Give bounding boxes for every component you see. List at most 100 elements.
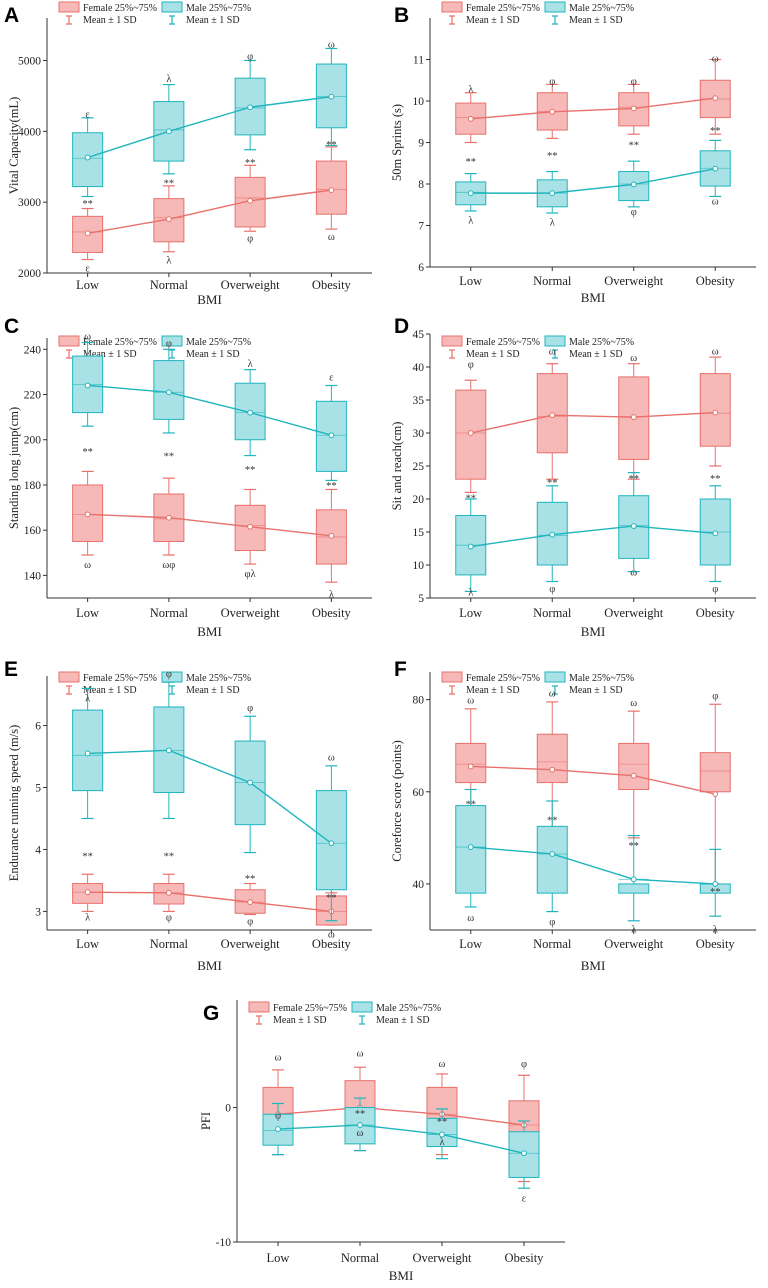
significance-annotation: ω (549, 689, 556, 700)
x-tick-label: Low (76, 278, 99, 292)
chart-panel-f: F 40 60 80 Low Normal Overweight Obesity BMI Core… (390, 658, 756, 973)
significance-annotation: ω (630, 568, 637, 579)
y-axis-label: Vital Capacity(mL) (7, 97, 21, 194)
legend-male-mean-glyph (552, 349, 558, 359)
y-tick-label: 25 (413, 461, 425, 473)
y-tick-label: 80 (413, 695, 425, 707)
legend-male-mean-label: Mean ± 1 SD (569, 349, 623, 360)
panel-letter: E (4, 658, 18, 681)
y-tick-label: 40 (413, 362, 425, 374)
significance-annotation: ω (357, 1048, 364, 1059)
chart-panel-d: D 5 10 15 20 25 30 35 40 45 Low Normal Overweight Obe… (390, 315, 756, 639)
legend-female-mean-glyph (66, 349, 72, 359)
chart-panel-e: E 3 4 5 6 Low Normal Overweight Obesity BMI Endura… (4, 658, 372, 973)
significance-annotation: φλ (245, 569, 257, 580)
y-tick-label: 6 (418, 262, 424, 274)
y-tick-label: -10 (216, 1237, 232, 1249)
mean-line (470, 411, 716, 434)
mean-point (549, 766, 556, 773)
significance-annotation: ** (547, 151, 558, 162)
legend-female-box-swatch (441, 671, 463, 683)
legend-male-mean-glyph (169, 15, 175, 25)
mean-point (165, 889, 172, 896)
chart-panel-g: G -10 0 Low Normal Overweight Obesity BMI PFI Fem… (199, 1000, 565, 1283)
significance-annotation: ** (245, 465, 256, 476)
panel-letter: C (4, 315, 19, 338)
legend-female-mean-glyph (66, 685, 72, 695)
significance-annotation: ** (629, 841, 640, 852)
mean-point (467, 190, 474, 197)
significance-annotation: ** (164, 852, 175, 863)
mean-point (84, 154, 91, 161)
x-tick-label: Normal (150, 606, 189, 620)
legend-female-mean-label: Mean ± 1 SD (83, 15, 137, 26)
mean-line (87, 95, 332, 159)
significance-annotation: λ (248, 359, 254, 370)
legend-male-box-swatch (544, 671, 566, 683)
legend-male-box-label: Male 25%~75% (186, 3, 251, 14)
legend-male-box-swatch (161, 1, 183, 13)
y-tick-label: 0 (225, 1103, 231, 1115)
legend-female-box-swatch (441, 335, 463, 347)
legend-female-mean-label: Mean ± 1 SD (466, 15, 520, 26)
series-male (72, 681, 347, 922)
significance-annotation: ** (710, 474, 721, 485)
significance-annotation: ** (629, 474, 640, 485)
mean-point (467, 844, 474, 850)
significance-annotation: φ (549, 917, 555, 928)
legend-female-mean-glyph (449, 685, 455, 695)
x-tick-label: Obesity (312, 606, 352, 620)
significance-annotation: ** (326, 481, 337, 492)
legend-male-box-label: Male 25%~75% (569, 3, 634, 14)
mean-line (470, 765, 716, 795)
y-tick-label: 5 (35, 783, 41, 795)
x-tick-label: Obesity (505, 1251, 545, 1265)
y-tick-label: 220 (24, 390, 42, 402)
legend-female-box-label: Female 25%~75% (466, 337, 540, 348)
y-tick-label: 11 (413, 55, 424, 67)
x-axis-label: BMI (197, 958, 222, 973)
significance-annotation: φ (166, 669, 172, 680)
legend-female-box-label: Female 25%~75% (83, 3, 157, 14)
panel-letter: A (4, 4, 19, 27)
legend-male-box-label: Male 25%~75% (186, 673, 251, 684)
legend-male-mean-label: Mean ± 1 SD (569, 685, 623, 696)
mean-point (467, 763, 474, 770)
significance-annotation: ** (437, 1117, 448, 1128)
x-tick-label: Normal (533, 606, 572, 620)
y-tick-label: 5000 (18, 56, 41, 68)
significance-annotation: φ (247, 703, 253, 714)
significance-annotation: φ (166, 912, 172, 923)
mean-point (247, 899, 254, 906)
mean-point (712, 530, 719, 537)
legend-female-box-swatch (58, 335, 80, 347)
significance-annotation: ω (630, 353, 637, 364)
significance-annotation: λ (468, 85, 474, 96)
mean-point (712, 95, 719, 101)
significance-annotation: φ (631, 76, 637, 87)
y-axis-label: Standing long jump(cm) (7, 407, 21, 529)
mean-point (275, 1126, 281, 1132)
significance-annotation: λ (631, 925, 637, 936)
y-tick-label: 7 (418, 221, 424, 233)
series-male (72, 47, 347, 198)
legend-female-mean-label: Mean ± 1 SD (466, 685, 520, 696)
mean-point (165, 747, 172, 754)
x-axis-label: BMI (197, 292, 222, 307)
significance-annotation: λ (550, 217, 556, 228)
significance-annotation: λ (468, 215, 474, 226)
significance-annotation: ** (710, 887, 721, 898)
iqr-box (234, 382, 266, 441)
mean-point (712, 881, 719, 887)
x-tick-label: Low (459, 606, 482, 620)
mean-point (630, 105, 637, 112)
x-tick-label: Low (76, 937, 99, 951)
mean-line (470, 167, 716, 194)
series-female (72, 470, 347, 583)
mean-point (630, 414, 637, 421)
mean-point (328, 432, 335, 439)
significance-annotation: ** (82, 852, 93, 863)
x-tick-label: Obesity (312, 937, 352, 951)
mean-point (328, 840, 335, 847)
x-axis-label: BMI (197, 624, 222, 639)
